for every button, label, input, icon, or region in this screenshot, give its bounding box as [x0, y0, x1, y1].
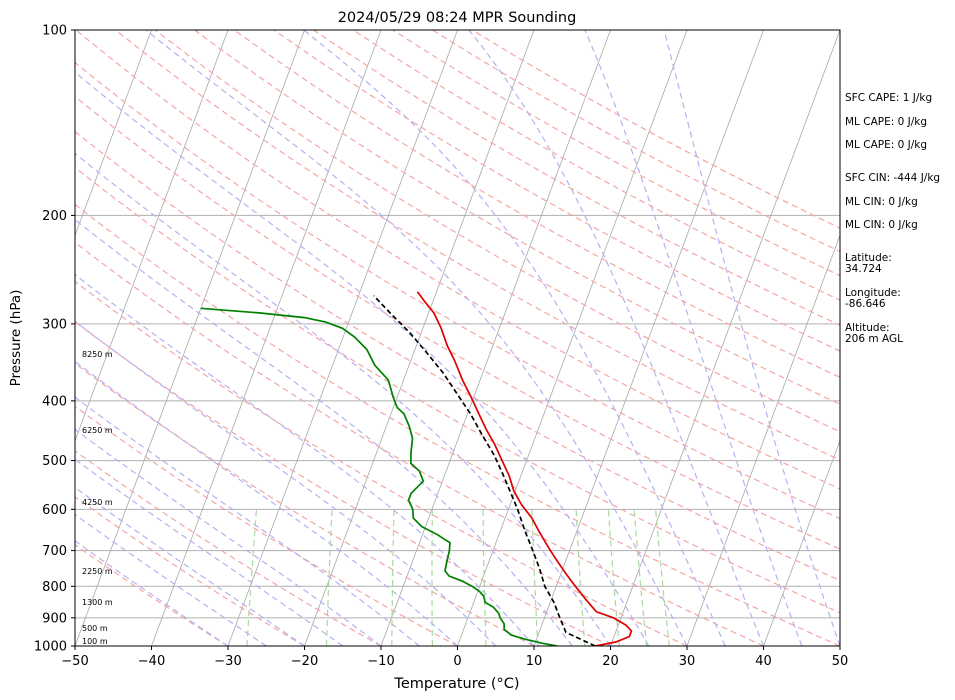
moist-adiabat-line	[75, 71, 650, 646]
dry-adiabat-line	[75, 280, 688, 646]
altitude-text: Altitude: 206 m AGL	[845, 322, 903, 345]
x-tick-label: 20	[602, 654, 619, 669]
dry-adiabat-line	[75, 95, 840, 550]
y-tick-label: 600	[42, 503, 67, 518]
y-tick-label: 200	[42, 209, 67, 224]
isotherm-line	[380, 30, 611, 646]
x-tick-label: 50	[832, 654, 849, 669]
dry-adiabat-line	[194, 30, 840, 405]
height-label: 6250 m	[82, 426, 113, 435]
dry-adiabat-line	[154, 30, 840, 433]
isotherm-line	[533, 30, 764, 646]
y-tick-label: 800	[42, 580, 67, 595]
moist-adiabat-line	[468, 30, 765, 646]
dry-adiabat-line	[392, 30, 840, 277]
series-layer	[200, 291, 633, 646]
y-tick-label: 500	[42, 454, 67, 469]
moist-adiabat-line	[663, 30, 840, 646]
dry-adiabat-line	[75, 496, 305, 646]
ml-cin-text-2: ML CIN: 0 J/kg	[845, 219, 918, 231]
y-tick-label: 1000	[34, 640, 67, 655]
height-label: 4250 m	[82, 498, 113, 507]
ml-cape-text-2: ML CAPE: 0 J/kg	[845, 139, 928, 151]
x-tick-label: 40	[755, 654, 772, 669]
latitude-text: Latitude: 34.724	[845, 252, 892, 275]
sounding-series-2	[373, 295, 596, 646]
moist-adiabat-line	[145, 30, 688, 646]
isotherm-line	[763, 439, 840, 646]
height-label: 2250 m	[82, 567, 113, 576]
moist-adiabat-line	[75, 396, 420, 646]
x-tick-label: 0	[453, 654, 461, 669]
isotherm-line	[227, 30, 458, 646]
mixing-ratio-line	[607, 509, 620, 646]
sfc-cin-text: SFC CIN: -444 J/kg	[845, 172, 941, 184]
x-tick-label: 10	[526, 654, 543, 669]
chart-title: 2024/05/29 08:24 MPR Sounding	[338, 10, 577, 26]
isotherm-line	[686, 234, 840, 646]
dry-adiabat-line	[75, 203, 840, 646]
moist-adiabat-line	[303, 30, 726, 646]
dry-adiabat-line	[75, 241, 764, 646]
y-tick-label: 300	[42, 317, 67, 332]
height-label: 100 m	[82, 637, 108, 646]
moist-adiabat-line	[75, 152, 611, 646]
sounding-series-1	[200, 307, 558, 646]
dry-adiabat-line	[75, 362, 535, 646]
background-lines	[75, 30, 840, 646]
isotherm-line	[151, 30, 382, 646]
mixing-ratio-line	[246, 509, 258, 646]
dry-adiabat-line	[75, 405, 458, 646]
isotherm-line	[304, 30, 535, 646]
dry-adiabat-line	[115, 30, 840, 461]
ml-cin-text: ML CIN: 0 J/kg	[845, 196, 918, 208]
dry-adiabat-line	[352, 30, 840, 301]
dry-adiabat-line	[233, 30, 840, 378]
x-tick-label: −30	[214, 654, 241, 669]
isotherm-line	[610, 30, 840, 646]
x-tick-label: −10	[367, 654, 394, 669]
height-label: 500 m	[82, 624, 108, 633]
x-tick-label: 30	[679, 654, 696, 669]
moist-adiabat-line	[75, 273, 535, 646]
x-tick-label: −50	[61, 654, 88, 669]
sounding-series-0	[416, 291, 633, 646]
moist-adiabat-line	[584, 30, 803, 646]
dry-adiabat-line	[273, 30, 840, 352]
dry-adiabat-line	[75, 321, 611, 646]
dry-adiabat-line	[75, 30, 840, 490]
x-tick-label: −40	[138, 654, 165, 669]
axis-ticks: −50 −40 −30 −20 −10 0 10 20 30 40 50 100 200 300 400 50…	[34, 24, 848, 670]
moist-adiabat-line	[75, 360, 458, 646]
sfc-cape-text: SFC CAPE: 1 J/kg	[845, 92, 933, 104]
isotherm-line	[457, 30, 688, 646]
y-tick-label: 100	[42, 24, 67, 39]
longitude-text: Longitude: -86.646	[845, 287, 901, 310]
isotherm-line	[75, 30, 229, 442]
y-tick-label: 400	[42, 394, 67, 409]
dry-adiabat-line	[75, 130, 840, 582]
isotherm-line	[75, 30, 152, 237]
y-tick-label: 700	[42, 544, 67, 559]
y-axis-label: Pressure (hPa)	[8, 290, 24, 387]
moist-adiabat-line	[75, 218, 573, 646]
ml-cape-text: ML CAPE: 0 J/kg	[845, 116, 928, 128]
mixing-ratio-line	[482, 509, 487, 646]
isotherm-line	[75, 30, 305, 646]
y-tick-label: 900	[42, 611, 67, 626]
moist-adiabat-line	[75, 458, 344, 646]
moist-adiabat-line	[75, 428, 382, 646]
height-label: 8250 m	[82, 350, 113, 359]
mixing-ratio-line	[531, 509, 539, 646]
moist-adiabat-line	[75, 320, 497, 646]
x-axis-label: Temperature (°C)	[393, 676, 519, 692]
height-label: 1300 m	[82, 598, 113, 607]
dry-adiabat-line	[75, 450, 382, 646]
mixing-ratio-line	[655, 509, 670, 646]
x-tick-label: −20	[291, 654, 318, 669]
dry-adiabat-line	[75, 543, 229, 646]
